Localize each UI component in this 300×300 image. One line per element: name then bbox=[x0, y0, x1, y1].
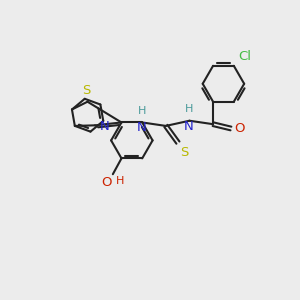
Text: H: H bbox=[185, 104, 193, 114]
Text: O: O bbox=[234, 122, 245, 135]
Text: S: S bbox=[82, 84, 90, 98]
Text: N: N bbox=[100, 120, 110, 133]
Text: N: N bbox=[137, 121, 146, 134]
Text: N: N bbox=[184, 120, 194, 133]
Text: S: S bbox=[180, 146, 189, 159]
Text: H: H bbox=[116, 176, 124, 186]
Text: O: O bbox=[101, 176, 111, 189]
Text: H: H bbox=[137, 106, 146, 116]
Text: Cl: Cl bbox=[238, 50, 251, 63]
